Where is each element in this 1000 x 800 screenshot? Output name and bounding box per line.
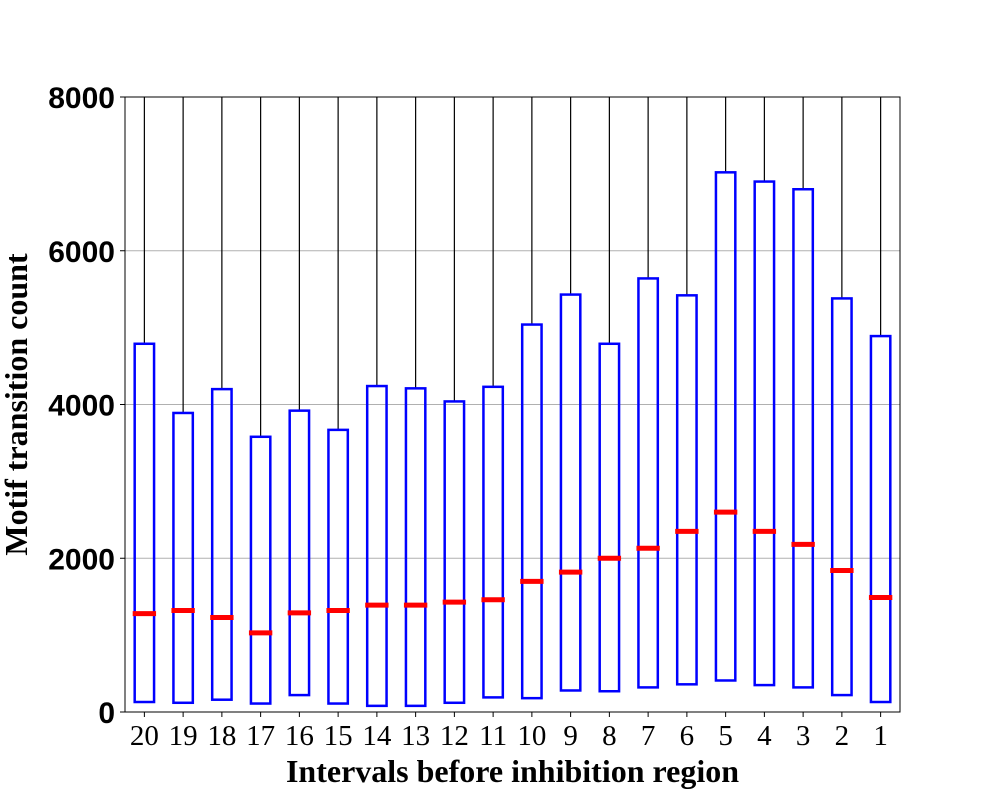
y-tick-label: 2000	[48, 543, 115, 576]
box	[327, 428, 350, 705]
x-tick-label: 3	[796, 720, 811, 752]
x-tick-label: 9	[563, 720, 578, 752]
y-tick-label: 0	[98, 697, 115, 730]
x-tick-label: 6	[680, 720, 695, 752]
y-tick-label: 8000	[48, 82, 115, 115]
box	[675, 294, 698, 686]
box	[288, 409, 311, 697]
x-tick-label: 11	[479, 720, 507, 752]
medians	[132, 509, 893, 636]
y-tick-label: 4000	[48, 390, 115, 423]
y-axis-ticks: 0 2000 4000 6000 8000	[48, 82, 125, 730]
box	[830, 297, 853, 697]
x-tick-label: 1	[873, 720, 888, 752]
box	[598, 342, 621, 693]
box	[792, 188, 815, 689]
x-tick-label: 16	[285, 720, 314, 752]
x-tick-label: 17	[246, 720, 275, 752]
x-tick-label: 13	[401, 720, 430, 752]
box	[753, 180, 776, 687]
box	[520, 323, 543, 700]
box	[714, 171, 737, 682]
x-tick-label: 5	[718, 720, 733, 752]
x-tick-label: 14	[362, 720, 392, 752]
x-tick-label: 2	[835, 720, 850, 752]
grid-lines	[125, 250, 900, 559]
box	[443, 400, 466, 705]
x-tick-label: 20	[130, 720, 159, 752]
box	[249, 435, 272, 705]
y-tick-label: 6000	[48, 236, 115, 269]
box	[172, 411, 195, 705]
box	[869, 334, 892, 704]
box	[482, 385, 505, 699]
x-tick-label: 7	[641, 720, 656, 752]
box	[365, 384, 388, 708]
x-tick-label: 12	[440, 720, 469, 752]
x-axis-label: Intervals before inhibition region	[286, 753, 739, 789]
y-axis-label: Motif transition count	[0, 253, 34, 556]
x-axis-ticks: 20 19 18 17 16 15 14 13 12 11 10 9 8 7 6 5 4 3 2 1	[130, 712, 888, 752]
box	[559, 293, 582, 692]
x-tick-label: 15	[324, 720, 353, 752]
x-tick-label: 10	[517, 720, 546, 752]
box	[133, 342, 156, 704]
box	[404, 387, 427, 708]
box	[210, 387, 233, 701]
whiskers	[143, 97, 882, 437]
boxes	[133, 171, 892, 708]
x-tick-label: 18	[207, 720, 236, 752]
box	[637, 277, 660, 689]
x-tick-label: 4	[757, 720, 772, 752]
x-tick-label: 19	[169, 720, 198, 752]
x-tick-label: 8	[602, 720, 617, 752]
